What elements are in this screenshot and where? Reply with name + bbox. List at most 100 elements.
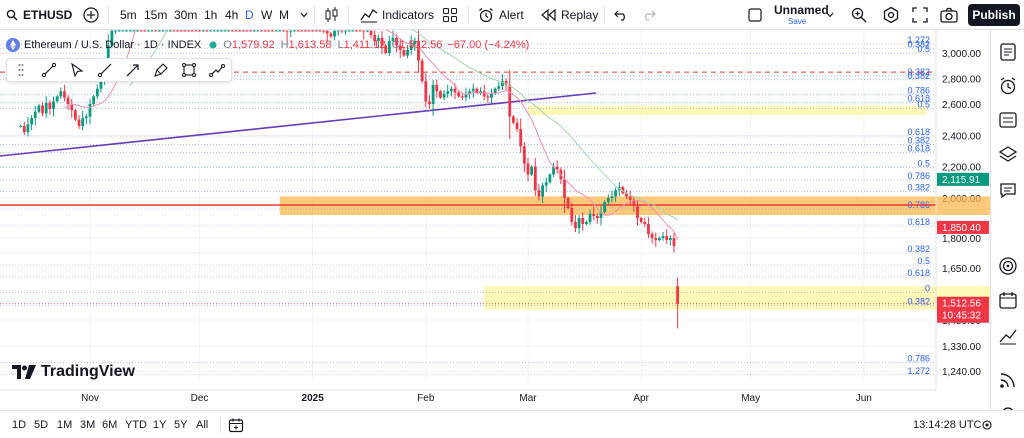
candle-body[interactable] — [183, 30, 187, 32]
undo-button[interactable] — [614, 0, 628, 30]
candle-body[interactable] — [376, 38, 380, 41]
candle-body[interactable] — [92, 96, 96, 104]
candle-body[interactable] — [147, 30, 150, 32]
pine-editor-icon[interactable] — [998, 326, 1018, 346]
interval-30m[interactable]: 30m — [174, 8, 198, 22]
candle-body[interactable] — [322, 30, 325, 32]
candle-body[interactable] — [552, 166, 555, 175]
candle-body[interactable] — [512, 116, 515, 123]
candle-body[interactable] — [150, 30, 154, 32]
candle-body[interactable] — [639, 218, 643, 222]
brush-tool[interactable] — [147, 59, 175, 81]
alert-button[interactable]: Alert — [478, 0, 524, 30]
candle-body[interactable] — [187, 30, 190, 32]
candle-body[interactable] — [241, 30, 245, 32]
interval-dropdown[interactable] — [300, 0, 308, 30]
candle-body[interactable] — [355, 30, 358, 32]
candle-body[interactable] — [490, 93, 493, 98]
candle-body[interactable] — [125, 30, 128, 32]
candle-body[interactable] — [603, 202, 607, 212]
legend-title[interactable]: Ethereum / U.S. Dollar · 1D · INDEX — [24, 39, 202, 51]
candle-body[interactable] — [282, 30, 285, 32]
candle-body[interactable] — [252, 30, 256, 32]
candle-body[interactable] — [497, 86, 501, 89]
candle-body[interactable] — [74, 110, 77, 120]
candle-body[interactable] — [340, 30, 344, 32]
candle-body[interactable] — [581, 218, 585, 224]
target-icon[interactable] — [998, 256, 1018, 276]
save-status[interactable]: Save — [788, 17, 807, 26]
go-to-date-button[interactable] — [228, 411, 244, 438]
candle-body[interactable] — [212, 30, 216, 32]
candle-body[interactable] — [230, 30, 234, 32]
candle-body[interactable] — [533, 166, 537, 191]
candle-body[interactable] — [658, 238, 661, 240]
candle-body[interactable] — [668, 238, 672, 240]
candle-body[interactable] — [344, 30, 347, 32]
candle-body[interactable] — [172, 30, 176, 32]
candle-body[interactable] — [99, 78, 103, 89]
candle-body[interactable] — [486, 96, 490, 98]
candle-body[interactable] — [303, 30, 307, 32]
candle-body[interactable] — [599, 212, 603, 218]
candle-body[interactable] — [132, 30, 136, 32]
interval-1h[interactable]: 1h — [204, 8, 218, 22]
candle-body[interactable] — [66, 97, 70, 104]
candle-body[interactable] — [267, 30, 271, 32]
price-chart[interactable]: 3,000.00 2,800.00 2,600.00 2,400.00 2,200.00… — [0, 30, 990, 410]
redo-button[interactable] — [642, 0, 656, 30]
candle-body[interactable] — [121, 30, 125, 32]
path-tool[interactable] — [203, 59, 231, 81]
candle-body[interactable] — [139, 30, 143, 32]
candle-body[interactable] — [194, 30, 198, 32]
range-1m[interactable]: 1M — [57, 419, 73, 431]
cursor-tool[interactable] — [63, 59, 91, 81]
candle-body[interactable] — [471, 88, 475, 92]
candle-body[interactable] — [504, 81, 508, 85]
candle-body[interactable] — [33, 111, 37, 119]
candle-body[interactable] — [614, 190, 617, 197]
candle-body[interactable] — [625, 193, 628, 197]
ray-tool[interactable] — [91, 59, 119, 81]
candle-body[interactable] — [157, 30, 161, 32]
candle-body[interactable] — [628, 196, 632, 200]
candle-body[interactable] — [420, 60, 424, 82]
candle-body[interactable] — [409, 44, 413, 50]
candle-body[interactable] — [676, 286, 680, 304]
candle-body[interactable] — [314, 30, 318, 32]
fullscreen-button[interactable] — [912, 0, 928, 30]
range-1y[interactable]: 1Y — [153, 419, 167, 431]
candle-body[interactable] — [81, 118, 85, 126]
candle-body[interactable] — [665, 236, 669, 240]
range-all[interactable]: All — [196, 419, 209, 431]
candle-body[interactable] — [358, 30, 362, 32]
candle-body[interactable] — [22, 125, 26, 133]
candle-body[interactable] — [380, 38, 384, 46]
candle-body[interactable] — [296, 30, 300, 32]
candle-body[interactable] — [117, 30, 121, 32]
range-5d[interactable]: 5D — [34, 419, 49, 431]
candle-body[interactable] — [347, 30, 351, 32]
candle-body[interactable] — [278, 30, 282, 32]
candle-body[interactable] — [362, 30, 366, 32]
candle-body[interactable] — [59, 91, 63, 97]
candle-body[interactable] — [88, 104, 92, 117]
candle-body[interactable] — [48, 102, 52, 109]
snapshot-button[interactable] — [940, 0, 958, 30]
candle-body[interactable] — [592, 214, 596, 216]
candle-body[interactable] — [424, 81, 428, 102]
candle-body[interactable] — [223, 30, 227, 32]
candle-body[interactable] — [647, 224, 650, 234]
symbol-search[interactable]: ETHUSD — [6, 0, 72, 30]
layout-dropdown[interactable] — [826, 0, 834, 30]
settings-button[interactable] — [882, 0, 900, 30]
candle-body[interactable] — [216, 30, 220, 32]
candle-body[interactable] — [632, 200, 636, 206]
interval-5m[interactable]: 5m — [120, 8, 137, 22]
candle-body[interactable] — [26, 124, 30, 133]
candle-body[interactable] — [526, 163, 530, 175]
tradingview-logo[interactable]: TradingView — [12, 362, 135, 382]
candle-body[interactable] — [84, 116, 88, 119]
price-zone[interactable] — [484, 286, 990, 310]
candle-body[interactable] — [548, 174, 552, 183]
